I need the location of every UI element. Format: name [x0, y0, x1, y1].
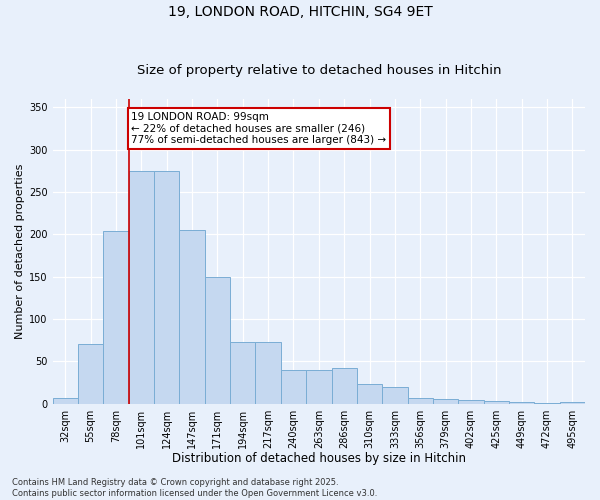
Bar	[154, 171, 179, 404]
Bar	[458, 400, 484, 404]
Bar	[230, 342, 256, 404]
Bar	[78, 344, 103, 404]
Bar	[205, 276, 230, 404]
Bar	[433, 398, 458, 404]
Bar	[357, 384, 382, 404]
X-axis label: Distribution of detached houses by size in Hitchin: Distribution of detached houses by size …	[172, 452, 466, 465]
Text: 19 LONDON ROAD: 99sqm
← 22% of detached houses are smaller (246)
77% of semi-det: 19 LONDON ROAD: 99sqm ← 22% of detached …	[131, 112, 386, 145]
Bar	[382, 386, 407, 404]
Text: 19, LONDON ROAD, HITCHIN, SG4 9ET: 19, LONDON ROAD, HITCHIN, SG4 9ET	[167, 5, 433, 19]
Text: Contains HM Land Registry data © Crown copyright and database right 2025.
Contai: Contains HM Land Registry data © Crown c…	[12, 478, 377, 498]
Bar	[332, 368, 357, 404]
Bar	[484, 401, 509, 404]
Y-axis label: Number of detached properties: Number of detached properties	[15, 164, 25, 339]
Bar	[179, 230, 205, 404]
Bar	[256, 342, 281, 404]
Bar	[535, 403, 560, 404]
Bar	[53, 398, 78, 404]
Bar	[103, 231, 129, 404]
Bar	[281, 370, 306, 404]
Bar	[129, 171, 154, 404]
Bar	[306, 370, 332, 404]
Bar	[560, 402, 585, 404]
Bar	[407, 398, 433, 404]
Title: Size of property relative to detached houses in Hitchin: Size of property relative to detached ho…	[137, 64, 501, 77]
Bar	[509, 402, 535, 404]
